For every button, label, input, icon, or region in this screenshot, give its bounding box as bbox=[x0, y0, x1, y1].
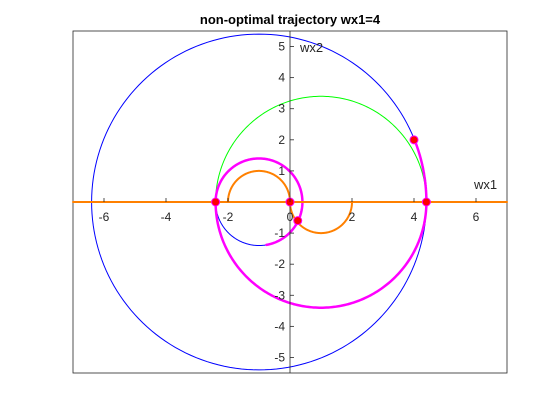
x-tick-label: 6 bbox=[473, 210, 480, 224]
series-line-5 bbox=[289, 201, 353, 235]
y-ticks: -5 -4 -3 -2 -1 1 2 3 4 5 bbox=[274, 40, 294, 364]
y-tick-label: -4 bbox=[274, 319, 285, 333]
y-tick-label: 2 bbox=[278, 133, 285, 147]
series-line-4 bbox=[227, 169, 291, 203]
y-tick-label: 1 bbox=[278, 164, 285, 178]
y-tick-label: -5 bbox=[274, 350, 285, 364]
marker-point bbox=[421, 197, 431, 207]
x-tick-label: 2 bbox=[349, 210, 356, 224]
y-tick-label: -2 bbox=[274, 257, 285, 271]
x-tick-label: -2 bbox=[223, 210, 234, 224]
marker-point bbox=[409, 135, 419, 145]
series-line-9 bbox=[412, 137, 428, 204]
markers bbox=[211, 135, 431, 226]
y-tick-label: 3 bbox=[278, 102, 285, 116]
x-ticks: -6 -4 -2 0 2 4 6 bbox=[99, 198, 480, 224]
chart-title: non-optimal trajectory wx1=4 bbox=[200, 12, 381, 27]
plot-area: -6 -4 -2 0 2 4 6 -5 -4 -3 -2 -1 1 2 3 4 5 wx1 wx2 bbox=[72, 30, 508, 374]
x-tick-label: -4 bbox=[161, 210, 172, 224]
x-axis-label: wx1 bbox=[473, 177, 497, 192]
y-tick-label: 5 bbox=[278, 40, 285, 54]
y-tick-label: -1 bbox=[274, 226, 285, 240]
y-tick-label: -3 bbox=[274, 288, 285, 302]
y-axis-label: wx2 bbox=[299, 40, 323, 55]
marker-point bbox=[211, 197, 221, 207]
x-tick-label: 4 bbox=[411, 210, 418, 224]
series-line-7 bbox=[214, 200, 428, 309]
y-tick-label: 4 bbox=[278, 71, 285, 85]
marker-point bbox=[293, 216, 303, 226]
series-line-8 bbox=[265, 200, 304, 247]
x-tick-label: 0 bbox=[287, 210, 294, 224]
x-tick-label: -6 bbox=[99, 210, 110, 224]
series-line-6 bbox=[214, 157, 304, 204]
series-line-3 bbox=[215, 95, 427, 203]
